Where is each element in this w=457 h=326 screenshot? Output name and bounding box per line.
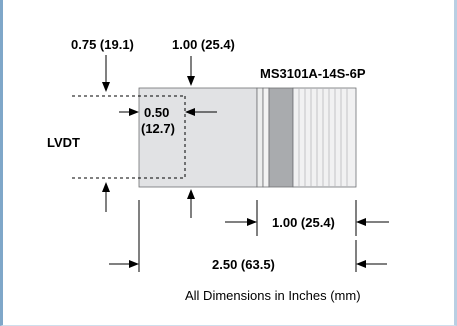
label-connector-length: 1.00 (25.4)	[272, 215, 335, 230]
dimension-drawing: 0.75 (19.1) 1.00 (25.4) MS3101A-14S-6P 0…	[47, 37, 389, 303]
label-050: 0.50	[144, 105, 169, 120]
label-lvdt: LVDT	[47, 135, 80, 150]
label-connector-part: MS3101A-14S-6P	[260, 66, 366, 81]
dim-075-arrows	[102, 55, 110, 212]
dim-100-top-arrows	[187, 56, 195, 218]
connector-band	[268, 87, 294, 188]
connector-body	[256, 87, 357, 188]
dim-total-arrows	[109, 200, 387, 272]
lvdt-body	[138, 87, 258, 188]
caption: All Dimensions in Inches (mm)	[185, 288, 361, 303]
core-outline	[72, 95, 186, 179]
label-100-top: 1.00 (25.4)	[172, 37, 235, 52]
label-127: (12.7)	[141, 121, 175, 136]
label-total-length: 2.50 (63.5)	[212, 257, 275, 272]
dim-050-arrows	[119, 108, 217, 116]
dim-connector-arrows	[225, 200, 389, 236]
label-075: 0.75 (19.1)	[71, 37, 134, 52]
